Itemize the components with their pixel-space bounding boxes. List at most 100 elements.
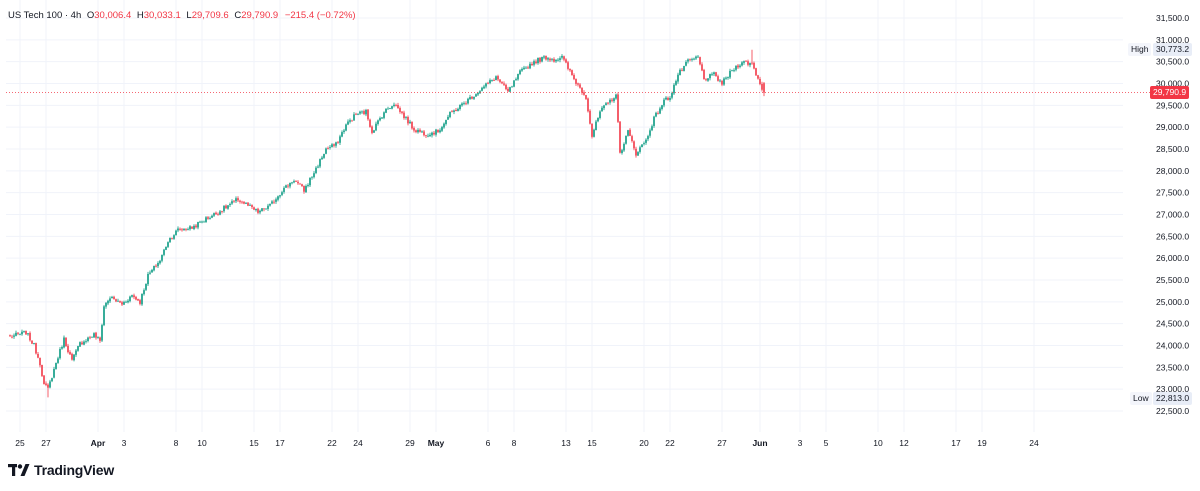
candle-body [309, 178, 311, 186]
candle-body [653, 116, 655, 126]
x-tick-label: 17 [275, 438, 285, 448]
candle-body [155, 265, 157, 267]
candle-body [427, 135, 429, 137]
candle-body [509, 87, 511, 92]
time-axis[interactable]: 25 27 Apr 3 8 10 15 17 22 24 29 May 6 8 13 15 20 22 27 Jun 3… [15, 438, 1039, 448]
candle-body [403, 112, 405, 119]
y-tick-label: 28,000.0 [1156, 166, 1189, 176]
candle-body [49, 381, 51, 388]
candle-body [701, 64, 703, 71]
candle-body [247, 202, 249, 206]
candle-body [143, 290, 145, 295]
candle-body [603, 105, 605, 109]
candle-body [141, 293, 143, 305]
candle-body [499, 79, 501, 82]
candle-body [703, 69, 705, 80]
candle-body [405, 117, 407, 118]
x-tick-label: 25 [15, 438, 25, 448]
candle-body [139, 300, 141, 304]
candle-body [553, 58, 555, 62]
candle-body [719, 80, 721, 82]
candle-body [541, 57, 543, 62]
symbol-title[interactable]: US Tech 100 · 4h [8, 10, 82, 21]
x-tick-label: 6 [486, 438, 491, 448]
x-tick-label: 17 [951, 438, 961, 448]
candle-body [593, 129, 595, 137]
candle-body [327, 148, 329, 149]
candle-body [367, 109, 369, 120]
candle-body [445, 120, 447, 125]
candle-body [591, 123, 593, 137]
candle-body [353, 114, 355, 121]
candle-body [355, 113, 357, 115]
candle-body [179, 228, 181, 230]
tradingview-logo[interactable]: TradingView [8, 462, 114, 478]
candle-body [665, 97, 667, 100]
candle-body [293, 181, 295, 183]
candle-body [649, 130, 651, 136]
candle-body [411, 121, 413, 129]
candle-body [461, 103, 463, 106]
candle-body [335, 142, 337, 146]
candle-body [67, 345, 69, 353]
candle-body [629, 129, 631, 136]
candle-body [569, 68, 571, 71]
candle-body [537, 58, 539, 64]
candle-body [597, 117, 599, 122]
candle-body [481, 87, 483, 91]
candle-body [137, 299, 139, 301]
candle-body [671, 93, 673, 98]
candle-body [487, 82, 489, 84]
candle-body [89, 337, 91, 339]
candle-body [175, 230, 177, 235]
candle-body [439, 130, 441, 133]
candle-body [727, 77, 729, 78]
candle-body [417, 129, 419, 133]
candle-body [81, 342, 83, 345]
candle-body [151, 269, 153, 273]
candle-body [177, 228, 179, 231]
price-axis[interactable]: 22,500.0 23,000.0 23,500.0 24,000.0 24,500.0… [1156, 13, 1189, 416]
candle-body [473, 96, 475, 99]
candle-body [607, 102, 609, 104]
candle-body [255, 209, 257, 211]
candle-body [485, 83, 487, 87]
candle-body [737, 65, 739, 68]
y-tick-label: 30,000.0 [1156, 79, 1189, 89]
candle-body [431, 132, 433, 136]
candle-body [149, 272, 151, 274]
candle-body [625, 135, 627, 144]
candle-body [121, 302, 123, 305]
candle-body [529, 63, 531, 69]
candle-body [223, 206, 225, 212]
x-tick-label: 8 [174, 438, 179, 448]
candle-body [93, 333, 95, 338]
candle-body [245, 203, 247, 204]
candle-body [379, 118, 381, 121]
candle-body [349, 120, 351, 122]
x-tick-label: 15 [249, 438, 259, 448]
candle-body [117, 300, 119, 302]
candle-body [371, 126, 373, 133]
candle-body [157, 262, 159, 267]
candle-body [683, 66, 685, 71]
candles [9, 49, 765, 398]
candle-body [219, 211, 221, 215]
candle-body [215, 212, 217, 215]
candle-body [269, 203, 271, 206]
candle-body [383, 112, 385, 118]
candle-body [493, 80, 495, 81]
candle-body [761, 83, 763, 90]
candle-body [167, 242, 169, 247]
candle-body [581, 87, 583, 93]
candle-body [277, 196, 279, 200]
candle-body [713, 72, 715, 75]
candle-body [15, 332, 17, 336]
candle-body [511, 86, 513, 88]
candle-body [433, 132, 435, 135]
candle-body [187, 229, 189, 231]
candle-body [507, 88, 509, 92]
candle-body [31, 340, 33, 344]
candle-body [497, 76, 499, 80]
